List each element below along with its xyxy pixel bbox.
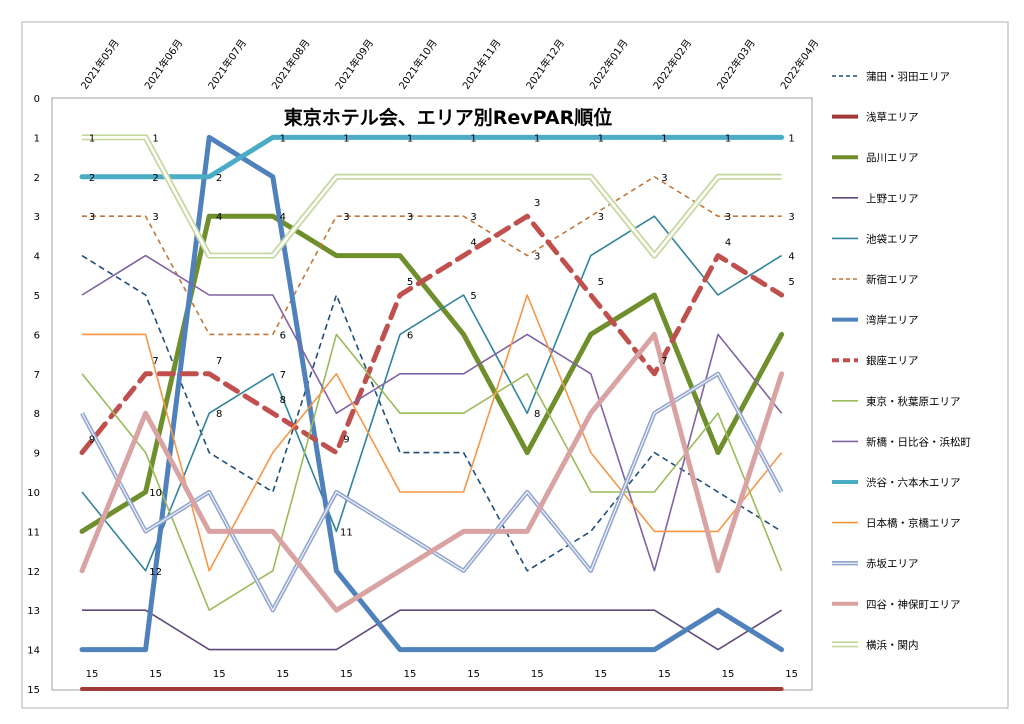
data-label: 10 [149,488,162,499]
data-label: 15 [658,669,671,680]
legend-label: 新橋・日比谷・浜松町 [866,435,971,448]
data-label: 3 [534,252,540,263]
chart-title: 東京ホテル会、エリア別RevPAR順位 [284,106,612,129]
data-label: 4 [725,238,731,249]
data-label: 6 [407,330,413,341]
data-label: 15 [594,669,607,680]
y-tick-label: 10 [27,488,40,499]
data-label: 15 [531,669,544,680]
data-label: 1 [534,133,540,144]
data-label: 1 [598,133,604,144]
data-label: 1 [407,133,413,144]
y-tick-label: 2 [34,173,40,184]
data-label: 11 [340,527,353,538]
y-tick-label: 3 [34,212,40,223]
data-label: 3 [343,212,349,223]
y-tick-label: 9 [34,449,40,460]
data-label: 1 [470,133,476,144]
legend-label: 東京・秋葉原エリア [866,395,961,408]
data-label: 9 [89,435,95,446]
data-label: 1 [280,133,286,144]
data-label: 15 [86,669,99,680]
y-tick-label: 13 [27,606,40,617]
data-label: 15 [467,669,480,680]
legend-label: 湾岸エリア [866,314,919,327]
data-label: 8 [216,409,222,420]
data-label: 3 [598,212,604,223]
data-label: 7 [152,356,158,367]
data-label: 5 [407,277,413,288]
legend-label: 横浜・関内 [866,638,919,651]
data-label: 5 [470,291,476,302]
data-label: 8 [534,409,540,420]
data-label: 6 [280,330,286,341]
data-label: 4 [216,212,222,223]
data-label: 5 [598,277,604,288]
legend-label: 日本橋・京橋エリア [866,517,961,530]
data-label: 3 [407,212,413,223]
data-label: 3 [788,212,794,223]
data-label: 2 [152,173,158,184]
data-label: 1 [152,133,158,144]
data-label: 4 [280,212,286,223]
data-label: 15 [404,669,417,680]
data-label: 3 [661,173,667,184]
data-label: 3 [534,198,540,209]
legend-label: 池袋エリア [866,232,919,245]
data-label: 15 [276,669,289,680]
legend-label: 上野エリア [866,193,919,205]
y-tick-label: 12 [27,567,40,578]
data-label: 1 [788,133,794,144]
legend-label: 銀座エリア [866,354,919,367]
data-label: 2 [216,173,222,184]
data-label: 8 [280,395,286,406]
legend-label: 新宿エリア [866,273,919,286]
y-tick-label: 1 [34,133,40,144]
data-label: 15 [340,669,353,680]
data-label: 15 [722,669,735,680]
data-label: 1 [343,133,349,144]
y-tick-label: 6 [34,330,40,341]
data-label: 3 [725,212,731,223]
y-tick-label: 8 [34,409,40,420]
legend-label: 浅草エリア [866,111,919,124]
data-label: 1 [89,133,95,144]
legend-label: 四谷・神保町エリア [866,598,961,611]
data-label: 3 [89,212,95,223]
data-label: 2 [89,173,95,184]
y-tick-label: 5 [34,291,40,302]
data-label: 1 [661,133,667,144]
data-label: 9 [343,435,349,446]
data-label: 12 [149,567,162,578]
data-label: 3 [152,212,158,223]
y-tick-label: 15 [27,685,40,696]
legend-label: 品川エリア [866,152,919,164]
data-label: 4 [788,252,794,263]
legend-label: 赤坂エリア [866,558,919,570]
data-label: 7 [661,356,667,367]
data-label: 15 [785,669,798,680]
data-label: 4 [470,238,476,249]
data-label: 15 [213,669,226,680]
data-label: 5 [788,277,794,288]
data-label: 7 [216,356,222,367]
y-tick-label: 7 [34,370,40,381]
legend-label: 渋谷・六本木エリア [866,476,961,489]
y-tick-label: 14 [27,646,40,657]
y-tick-label: 11 [27,527,40,538]
data-label: 7 [280,370,286,381]
data-label: 15 [149,669,162,680]
legend-label: 蒲田・羽田エリア [866,70,950,83]
y-tick-label: 0 [34,94,40,105]
y-tick-label: 4 [34,252,40,263]
data-label: 3 [470,212,476,223]
data-label: 1 [725,133,731,144]
